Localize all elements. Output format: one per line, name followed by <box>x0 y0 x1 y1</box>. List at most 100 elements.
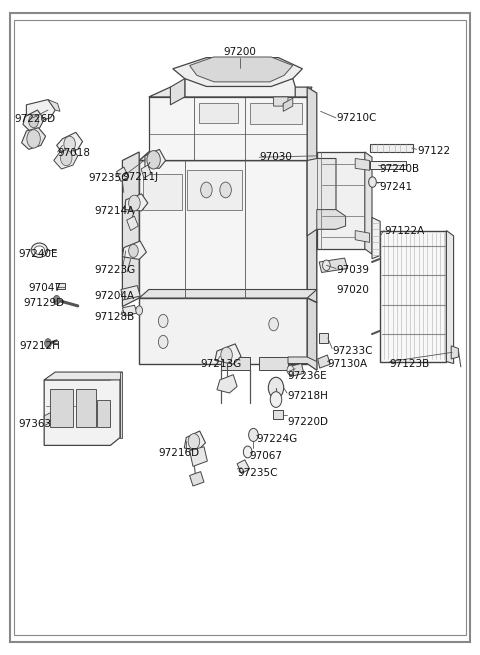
Circle shape <box>243 446 252 458</box>
Polygon shape <box>307 152 317 303</box>
Bar <box>319 333 328 343</box>
Polygon shape <box>355 231 370 242</box>
Circle shape <box>129 195 140 211</box>
Text: 97122: 97122 <box>418 145 451 156</box>
Circle shape <box>323 260 330 271</box>
Polygon shape <box>307 159 336 236</box>
Circle shape <box>287 365 294 375</box>
Circle shape <box>269 318 278 331</box>
Circle shape <box>53 295 60 305</box>
Polygon shape <box>283 98 293 111</box>
Text: 97067: 97067 <box>250 451 283 461</box>
Text: 97129D: 97129D <box>23 297 64 308</box>
Polygon shape <box>451 346 458 359</box>
Polygon shape <box>170 79 185 105</box>
Circle shape <box>29 115 38 128</box>
Ellipse shape <box>31 243 48 257</box>
Text: 97020: 97020 <box>336 284 369 295</box>
Polygon shape <box>145 149 166 168</box>
Circle shape <box>158 314 168 328</box>
Polygon shape <box>370 144 413 152</box>
Polygon shape <box>125 194 148 211</box>
Polygon shape <box>250 103 302 124</box>
Text: 97240B: 97240B <box>379 164 420 174</box>
Polygon shape <box>217 375 237 393</box>
Polygon shape <box>319 258 348 272</box>
Polygon shape <box>173 58 302 86</box>
Polygon shape <box>307 87 317 164</box>
Circle shape <box>268 377 284 398</box>
Polygon shape <box>185 79 295 97</box>
Polygon shape <box>317 152 365 249</box>
Polygon shape <box>139 298 307 364</box>
Polygon shape <box>54 147 78 169</box>
Text: 97130A: 97130A <box>327 359 368 369</box>
Polygon shape <box>117 167 129 181</box>
Polygon shape <box>122 241 146 259</box>
Text: 97128B: 97128B <box>94 312 134 322</box>
Bar <box>56 283 65 289</box>
Circle shape <box>136 306 143 315</box>
Bar <box>97 400 110 427</box>
Text: 97212H: 97212H <box>19 341 60 351</box>
Text: 97224G: 97224G <box>256 434 298 444</box>
Bar <box>76 389 96 427</box>
Text: 97363: 97363 <box>18 419 51 430</box>
Polygon shape <box>121 286 140 300</box>
Polygon shape <box>199 103 238 123</box>
Circle shape <box>249 428 258 441</box>
Polygon shape <box>221 357 250 370</box>
Polygon shape <box>44 372 122 380</box>
Circle shape <box>369 177 376 187</box>
Polygon shape <box>190 447 207 466</box>
Text: 97210C: 97210C <box>336 113 376 123</box>
Text: 97220D: 97220D <box>287 417 328 427</box>
Polygon shape <box>274 97 288 106</box>
Text: 97235C: 97235C <box>237 468 277 478</box>
Bar <box>380 231 446 362</box>
Polygon shape <box>149 87 312 97</box>
Text: 97235C: 97235C <box>89 173 129 183</box>
Circle shape <box>158 335 168 348</box>
Circle shape <box>27 130 40 148</box>
Circle shape <box>147 151 160 169</box>
Circle shape <box>220 182 231 198</box>
Polygon shape <box>139 290 317 298</box>
Text: 97200: 97200 <box>224 47 256 58</box>
Polygon shape <box>259 357 288 370</box>
Polygon shape <box>307 298 317 370</box>
Polygon shape <box>370 161 406 169</box>
Text: 97047: 97047 <box>29 283 62 293</box>
Polygon shape <box>122 305 137 316</box>
Polygon shape <box>365 152 372 254</box>
Ellipse shape <box>34 246 45 254</box>
Polygon shape <box>44 372 120 445</box>
Text: 97226D: 97226D <box>14 114 56 124</box>
Polygon shape <box>139 152 317 160</box>
Circle shape <box>270 392 282 407</box>
Polygon shape <box>141 165 151 178</box>
Polygon shape <box>57 132 83 154</box>
Polygon shape <box>26 100 55 122</box>
Polygon shape <box>237 460 250 474</box>
Text: 97030: 97030 <box>259 152 292 162</box>
Polygon shape <box>190 472 204 486</box>
Polygon shape <box>187 170 242 210</box>
Bar <box>273 410 283 419</box>
Text: 97018: 97018 <box>58 148 91 159</box>
Text: 97223G: 97223G <box>94 265 135 275</box>
Text: 97213G: 97213G <box>201 359 242 369</box>
Text: 97122A: 97122A <box>384 225 424 236</box>
Polygon shape <box>317 210 346 229</box>
Polygon shape <box>184 431 205 451</box>
Polygon shape <box>139 160 307 298</box>
Polygon shape <box>446 231 454 364</box>
Text: 97233C: 97233C <box>332 346 372 356</box>
Polygon shape <box>44 413 50 426</box>
Polygon shape <box>149 97 307 160</box>
Polygon shape <box>120 372 122 438</box>
Circle shape <box>221 347 232 363</box>
Text: 97039: 97039 <box>336 265 369 275</box>
Polygon shape <box>288 357 317 370</box>
Polygon shape <box>355 159 370 170</box>
